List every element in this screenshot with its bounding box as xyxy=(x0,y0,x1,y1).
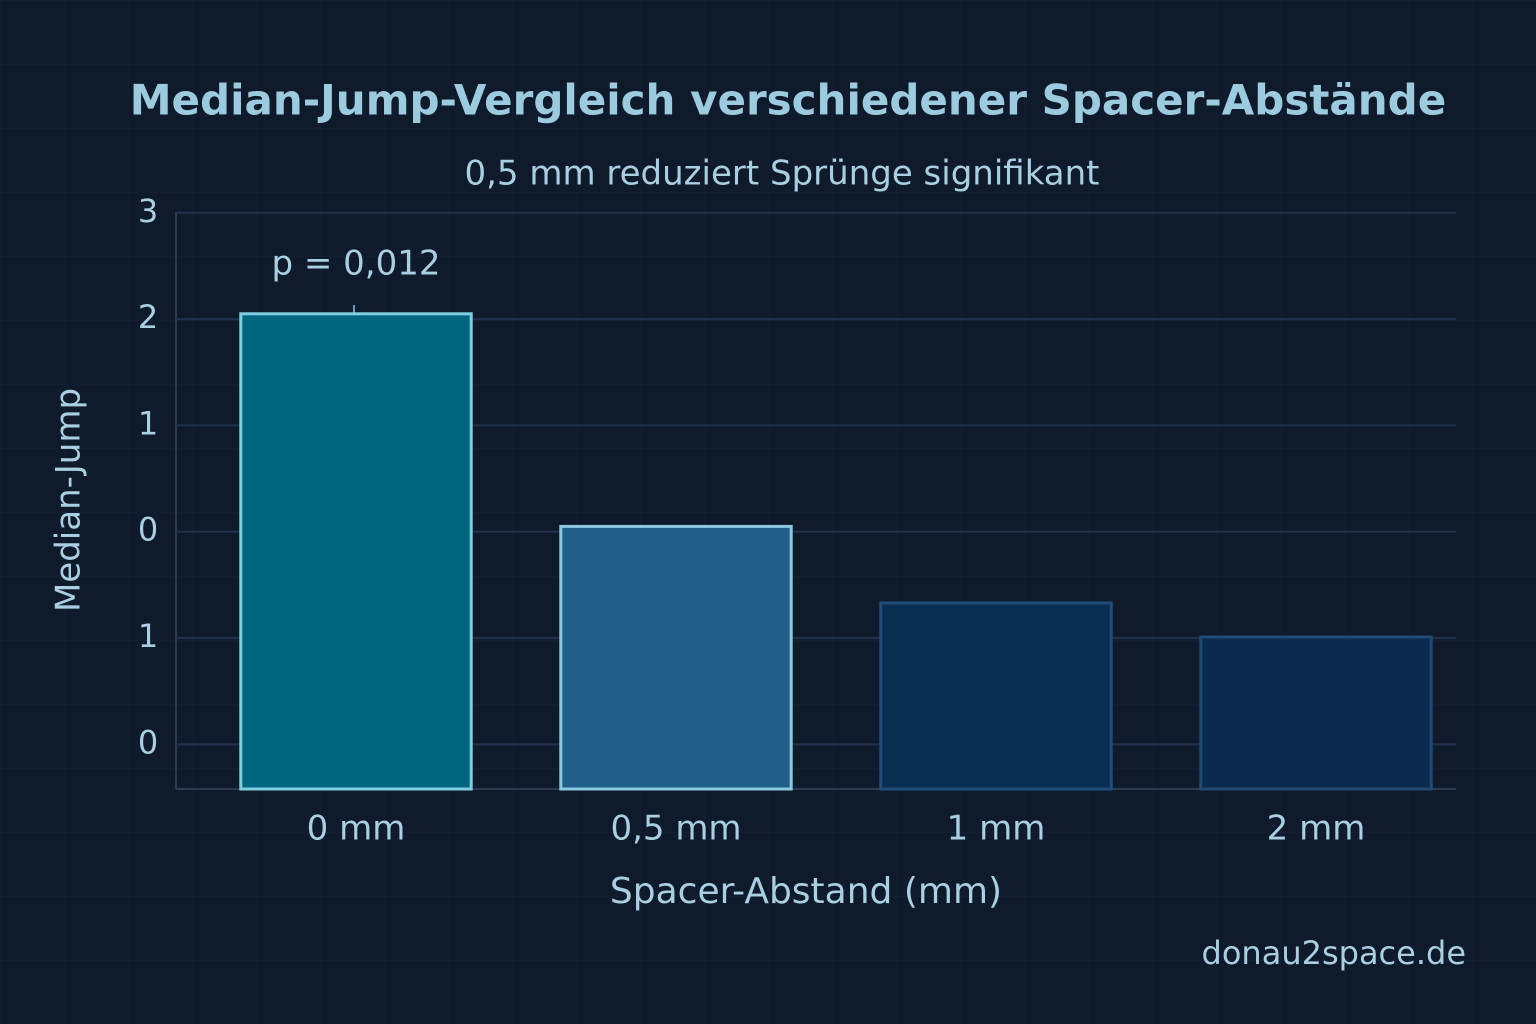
annotation: p = 0,012 xyxy=(271,244,440,284)
x-tick-label: 0,5 mm xyxy=(610,809,741,849)
y-tick-label: 0 xyxy=(138,511,158,549)
x-tick-label: 2 mm xyxy=(1267,809,1366,849)
bar xyxy=(879,601,1113,791)
chart-subtitle: 0,5 mm reduziert Sprünge signifikant xyxy=(464,154,1099,194)
y-tick-label: 0 xyxy=(138,723,158,761)
y-tick-label: 2 xyxy=(138,298,158,336)
bar xyxy=(1199,635,1433,791)
y-tick-label: 1 xyxy=(138,617,158,655)
x-axis-label: Spacer-Abstand (mm) xyxy=(610,871,1002,912)
chart-title: Median-Jump-Vergleich verschiedener Spac… xyxy=(130,76,1446,125)
y-axis-label: Median-Jump xyxy=(49,388,89,612)
bar xyxy=(239,312,473,791)
y-tick-label: 1 xyxy=(138,404,158,442)
x-tick-label: 1 mm xyxy=(947,809,1046,849)
y-tick-label: 3 xyxy=(138,192,158,230)
bar xyxy=(559,524,793,791)
x-tick-label: 0 mm xyxy=(307,809,406,849)
watermark: donau2space.de xyxy=(1202,934,1466,972)
